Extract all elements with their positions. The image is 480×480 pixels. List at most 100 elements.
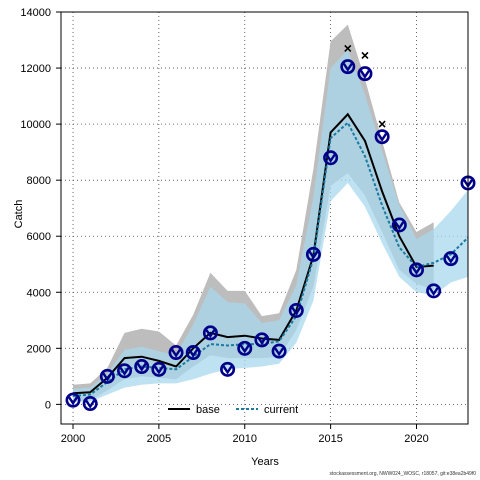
- observed-point-mark: [171, 348, 182, 358]
- observed-point: [323, 150, 339, 166]
- extra-point-marker: [378, 120, 386, 128]
- observed-point-mark: [222, 365, 233, 375]
- legend-current-label: current: [264, 404, 298, 416]
- observed-point-mark: [308, 250, 319, 260]
- x-tick-label: 2010: [233, 433, 257, 445]
- observed-point: [426, 283, 442, 299]
- observed-point-mark: [428, 287, 439, 297]
- observed-point-ring: [408, 262, 424, 278]
- extra-point-marker: [344, 44, 352, 53]
- x-axis: 2000 2005 2010 2015 2020: [61, 424, 429, 445]
- observed-point: [254, 332, 270, 348]
- extra-points: [344, 44, 386, 128]
- observed-point: [237, 340, 253, 356]
- observed-point-mark: [239, 344, 250, 354]
- observed-point-ring: [323, 150, 339, 166]
- observed-point-ring: [99, 368, 115, 384]
- observed-point: [185, 345, 201, 361]
- observed-point: [82, 396, 98, 412]
- observed-point-mark: [342, 62, 353, 72]
- observed-point-ring: [391, 217, 407, 233]
- x-axis-label: Years: [251, 456, 279, 468]
- observed-point-mark: [119, 367, 130, 376]
- observed-point: [374, 129, 390, 145]
- observed-point-mark: [153, 365, 164, 375]
- observed-point-ring: [305, 246, 321, 262]
- observed-point-ring: [271, 343, 287, 359]
- observed-point-mark: [359, 69, 370, 79]
- observed-point-ring: [65, 392, 81, 408]
- y-tick-label: 10000: [20, 119, 51, 131]
- observed-point: [340, 59, 356, 75]
- y-tick-label: 2000: [27, 343, 51, 355]
- observed-point-ring: [82, 396, 98, 412]
- observed-point: [443, 251, 459, 267]
- observed-point: [357, 66, 373, 82]
- observed-point-ring: [357, 66, 373, 82]
- y-tick-label: 0: [45, 399, 51, 411]
- observed-points: [65, 59, 476, 412]
- observed-point: [117, 363, 133, 379]
- observed-point-mark: [136, 362, 147, 372]
- observed-point-ring: [117, 363, 133, 379]
- observed-point-mark: [445, 254, 456, 264]
- y-axis: 0 2000 4000 6000 8000 10000 12000 14000: [20, 7, 61, 411]
- x-tick-label: 2000: [61, 433, 85, 445]
- observed-point-ring: [426, 283, 442, 299]
- observed-point-ring: [185, 345, 201, 361]
- current-band: [73, 49, 468, 402]
- legend: base current: [168, 404, 298, 416]
- observed-point-mark: [102, 372, 113, 382]
- observed-point-ring: [237, 340, 253, 356]
- observed-point-mark: [411, 266, 422, 276]
- observed-point-ring: [374, 129, 390, 145]
- x-tick-label: 2015: [318, 433, 342, 445]
- y-tick-label: 8000: [27, 175, 51, 187]
- observed-point-mark: [291, 306, 302, 316]
- observed-point: [408, 262, 424, 278]
- y-tick-label: 4000: [27, 287, 51, 299]
- observed-point-mark: [256, 336, 267, 346]
- observed-point: [271, 343, 287, 359]
- observed-point: [168, 345, 184, 361]
- footer-credit: stockassessment.org, NWW024_WOSC, r18057…: [329, 471, 476, 477]
- observed-point-mark: [394, 221, 405, 231]
- observed-point-ring: [220, 361, 236, 377]
- observed-point: [305, 246, 321, 262]
- observed-point-ring: [288, 302, 304, 318]
- y-tick-label: 12000: [20, 63, 51, 75]
- observed-point-mark: [68, 396, 79, 406]
- extra-point-marker: [361, 51, 369, 60]
- y-axis-label: Catch: [13, 200, 25, 229]
- current-confidence-band: [73, 49, 468, 402]
- observed-point: [288, 302, 304, 318]
- observed-point-ring: [134, 359, 150, 375]
- x-tick-label: 2020: [404, 433, 428, 445]
- base-line: [72, 112, 434, 395]
- x-tick-label: 2005: [147, 433, 171, 445]
- observed-point: [99, 368, 115, 384]
- base-series-line: [72, 112, 434, 395]
- observed-point-mark: [188, 348, 199, 358]
- plot-frame: [60, 11, 469, 425]
- observed-point: [65, 392, 81, 408]
- observed-point-mark: [85, 399, 96, 409]
- observed-point-ring: [151, 361, 167, 377]
- observed-point-mark: [205, 329, 216, 339]
- observed-point-ring: [443, 251, 459, 267]
- observed-point-mark: [274, 347, 285, 357]
- observed-point-ring: [340, 59, 356, 75]
- legend-base-label: base: [196, 404, 220, 416]
- observed-point: [220, 361, 236, 377]
- observed-point-ring: [202, 325, 218, 341]
- observed-point-ring: [254, 332, 270, 348]
- observed-point: [134, 359, 150, 375]
- observed-point: [391, 217, 407, 233]
- y-tick-label: 14000: [20, 7, 51, 19]
- observed-point: [202, 325, 218, 341]
- observed-point-mark: [377, 133, 388, 142]
- observed-point: [151, 361, 167, 377]
- observed-point-mark: [325, 154, 336, 163]
- y-tick-label: 6000: [27, 231, 51, 243]
